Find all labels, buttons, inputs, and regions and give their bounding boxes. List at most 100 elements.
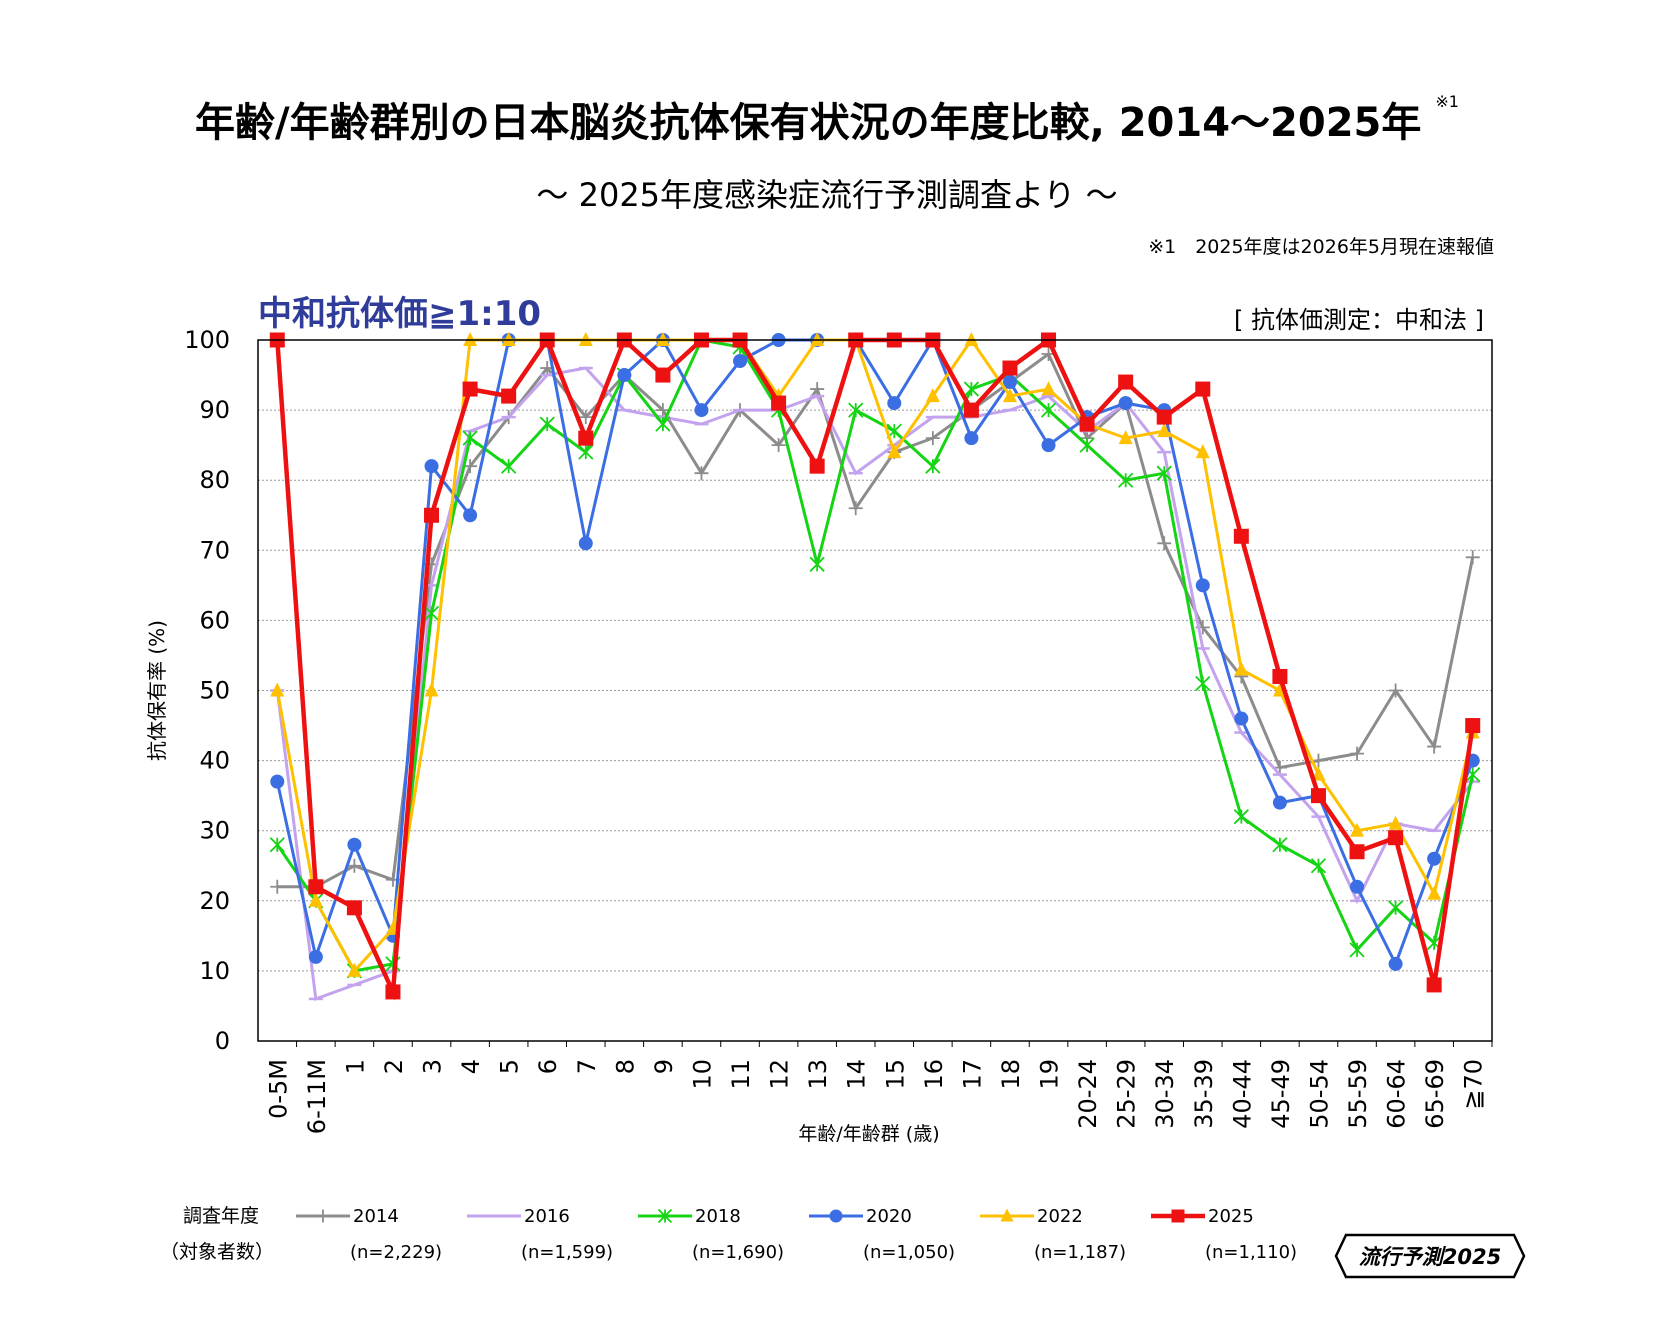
legend-n: (n=1,050) xyxy=(863,1242,955,1263)
data-point xyxy=(1157,423,1172,438)
data-point xyxy=(1465,718,1481,734)
legend-n: (n=1,187) xyxy=(1034,1242,1126,1263)
data-point xyxy=(578,444,594,460)
data-point xyxy=(771,438,786,453)
legend-item-2022: 2022 (n=1,187) xyxy=(980,1206,1126,1263)
data-point xyxy=(848,501,863,516)
data-point xyxy=(887,396,902,411)
data-point xyxy=(308,892,323,907)
data-point xyxy=(270,879,285,894)
data-point xyxy=(1310,858,1327,874)
surveillance-badge: 流行予測2025 xyxy=(1334,1233,1526,1279)
y-tick-label: 0 xyxy=(215,1027,230,1055)
legend-label: 2022 xyxy=(1037,1206,1083,1227)
data-point xyxy=(578,332,593,346)
data-point xyxy=(1349,844,1365,860)
legend: 調査年度 （対象者数） 2014(n=2,229) 2016 (n=1,599) 20… xyxy=(160,1205,1297,1263)
data-point xyxy=(501,458,517,474)
data-point xyxy=(810,332,825,346)
data-point xyxy=(1195,675,1211,692)
legend-label: 2025 xyxy=(1208,1206,1254,1227)
data-point xyxy=(1157,536,1172,551)
legend-subheader: （対象者数） xyxy=(160,1241,274,1263)
data-point xyxy=(925,388,940,403)
data-point xyxy=(1234,711,1249,726)
series-2016 xyxy=(270,366,1480,1001)
legend-n: (n=1,599) xyxy=(521,1242,613,1263)
badge-frame xyxy=(1334,1233,1526,1279)
data-point xyxy=(270,774,285,789)
data-point xyxy=(655,416,671,432)
data-point xyxy=(1465,550,1480,565)
data-point xyxy=(501,388,517,404)
x-tick-label: 55-59 xyxy=(1344,1059,1372,1129)
data-point xyxy=(809,556,825,572)
data-point xyxy=(1426,977,1442,993)
data-point xyxy=(1272,668,1288,684)
data-point xyxy=(347,837,362,852)
data-point xyxy=(655,367,671,383)
data-point xyxy=(423,605,440,622)
data-point xyxy=(1349,942,1365,958)
data-point xyxy=(964,431,979,446)
data-point xyxy=(1002,375,1017,390)
data-point xyxy=(501,332,516,346)
data-point xyxy=(1118,472,1134,488)
data-point xyxy=(1156,465,1172,481)
x-tick-label: 40-44 xyxy=(1228,1059,1256,1129)
data-point xyxy=(657,1208,673,1224)
data-point xyxy=(1350,879,1365,894)
data-point xyxy=(1118,430,1133,445)
x-axis-label: 年齢/年齢群 (歳) xyxy=(798,1123,939,1145)
x-tick-label: 6 xyxy=(534,1059,562,1074)
data-point xyxy=(1079,437,1095,453)
legend-label: 2016 xyxy=(524,1206,570,1227)
data-point xyxy=(462,381,478,397)
data-point xyxy=(771,395,787,411)
data-point xyxy=(1000,1208,1014,1222)
data-point xyxy=(848,402,864,418)
series-line xyxy=(275,366,1474,1001)
data-point xyxy=(269,837,285,853)
badge-text: 流行予測2025 xyxy=(1359,1245,1501,1269)
data-point xyxy=(964,332,979,346)
data-point xyxy=(462,430,478,446)
data-point xyxy=(424,507,440,523)
legend-header: 調査年度 xyxy=(183,1205,259,1227)
data-point xyxy=(1272,795,1287,810)
series-line xyxy=(275,336,1475,968)
y-tick-label: 30 xyxy=(199,817,230,845)
data-point xyxy=(655,403,670,418)
data-point xyxy=(463,332,478,346)
data-point xyxy=(925,431,940,446)
data-point xyxy=(1310,788,1326,804)
data-point xyxy=(1388,956,1403,971)
chart-title: 年齢/年齢群別の日本脳炎抗体保有状況の年度比較, 2014～2025年 ※1 xyxy=(0,90,1654,148)
data-point xyxy=(1350,822,1365,837)
legend-item-2014: 2014 (n=2,229) xyxy=(296,1206,442,1263)
data-point xyxy=(1079,416,1095,432)
data-point xyxy=(887,444,902,459)
legend-item-2025: 2025 (n=1,110) xyxy=(1151,1206,1297,1263)
x-tick-label: 13 xyxy=(804,1059,832,1090)
x-tick-label: 2 xyxy=(380,1059,408,1074)
data-point xyxy=(578,430,594,446)
x-tick-label: 35-39 xyxy=(1190,1059,1218,1129)
data-point xyxy=(1041,381,1056,396)
x-tick-label: 11 xyxy=(727,1059,755,1090)
data-point xyxy=(1388,830,1404,846)
condition-label: 中和抗体価≧1:10 xyxy=(258,294,542,334)
x-tick-label: 3 xyxy=(419,1059,447,1074)
y-tick-label: 100 xyxy=(184,326,230,354)
data-point xyxy=(463,508,478,523)
data-point xyxy=(963,402,979,418)
series-2018 xyxy=(269,332,1481,979)
chart-title-text: 年齢/年齢群別の日本脳炎抗体保有状況の年度比較, 2014～2025年 xyxy=(195,100,1422,146)
data-point xyxy=(1427,851,1442,866)
y-tick-label: 10 xyxy=(199,957,230,985)
y-axis: 0 10 20 30 40 50 60 70 80 90 100 xyxy=(184,326,230,1055)
data-point xyxy=(424,459,439,474)
x-tick-label: 0-5M xyxy=(264,1059,292,1119)
x-tick-label: 65-69 xyxy=(1421,1059,1449,1129)
y-tick-label: 20 xyxy=(199,887,230,915)
